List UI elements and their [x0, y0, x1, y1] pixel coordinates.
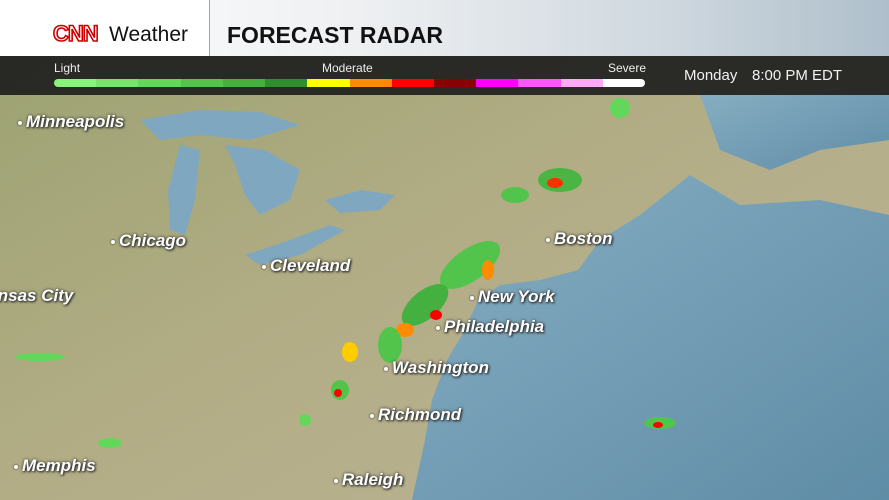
scale-segment-1 — [96, 79, 139, 87]
gulf-of-st-lawrence — [700, 95, 889, 170]
city-memphis: Memphis — [14, 456, 96, 476]
radar-echo — [15, 353, 65, 361]
radar-echo — [299, 414, 311, 426]
scale-segment-8 — [391, 79, 434, 87]
legend-severe: Severe — [608, 61, 647, 75]
radar-echo — [342, 342, 358, 362]
city-cleveland: Cleveland — [262, 256, 350, 276]
lake-ontario — [325, 190, 395, 213]
page-title: FORECAST RADAR — [227, 22, 443, 48]
city-boston: Boston — [546, 229, 613, 249]
radar-echo — [610, 98, 630, 118]
scale-segment-6 — [307, 79, 350, 87]
scale-segment-5 — [265, 79, 308, 87]
scale-segment-12 — [560, 79, 603, 87]
radar-echo — [396, 323, 414, 337]
radar-echo — [439, 241, 501, 289]
scale-segment-13 — [602, 79, 645, 87]
scale-segment-10 — [476, 79, 519, 87]
lake-michigan — [168, 145, 200, 235]
scale-segment-3 — [180, 79, 223, 87]
city-minneapolis: Minneapolis — [18, 112, 124, 132]
scale-segment-7 — [349, 79, 392, 87]
city-raleigh: Raleigh — [334, 470, 403, 490]
legend-light: Light — [54, 61, 81, 75]
legend-moderate: Moderate — [322, 61, 373, 75]
radar-echo — [653, 422, 663, 428]
radar-echo — [482, 260, 494, 280]
radar-echo — [378, 327, 402, 363]
forecast-day: Monday — [684, 67, 738, 84]
radar-echo — [430, 310, 442, 320]
logo-area: CNN Weather — [0, 0, 210, 56]
ocean — [412, 175, 889, 500]
scale-segment-0 — [54, 79, 97, 87]
legend-bar: Light Moderate Severe — [0, 56, 889, 95]
radar-echo — [98, 438, 122, 448]
lake-erie — [245, 225, 345, 265]
radar-echoes — [15, 98, 676, 448]
radar-echo — [401, 284, 449, 326]
forecast-time: 8:00 PM EDT — [752, 67, 843, 84]
cnn-logo: CNN — [52, 20, 99, 47]
city-chicago: Chicago — [111, 231, 186, 251]
radar-echo — [547, 178, 563, 188]
lake-superior — [140, 110, 300, 140]
scale-segment-11 — [518, 79, 561, 87]
great-lakes — [140, 110, 395, 265]
header: CNN Weather FORECAST RADAR — [0, 0, 889, 56]
radar-echo — [501, 187, 529, 203]
city-richmond: Richmond — [370, 405, 461, 425]
city-new-york: New York — [470, 287, 555, 307]
city-washington: Washington — [384, 358, 489, 378]
city-kansas-city: Kansas City — [0, 286, 74, 305]
lake-huron — [225, 145, 300, 215]
scale-segment-9 — [433, 79, 477, 87]
brand-label: Weather — [109, 23, 188, 46]
city-philadelphia: Philadelphia — [436, 317, 544, 337]
radar-echo — [334, 389, 342, 397]
scale-segment-2 — [138, 79, 181, 87]
scale-segment-4 — [222, 79, 266, 87]
intensity-scale — [54, 79, 645, 87]
